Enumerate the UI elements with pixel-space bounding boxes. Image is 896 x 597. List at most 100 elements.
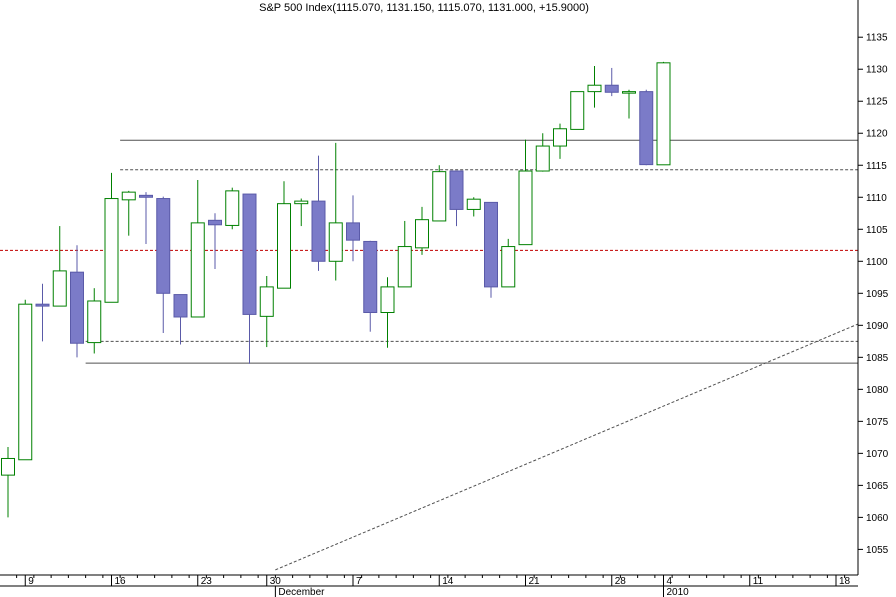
candle-body <box>328 222 343 262</box>
candle-body <box>52 270 67 307</box>
candle-11 <box>190 179 205 318</box>
candle-32 <box>553 123 567 159</box>
y-tick-label: 1100 <box>866 257 888 268</box>
y-tick-label: 1080 <box>866 385 889 396</box>
candle-1 <box>18 299 33 461</box>
candle-8 <box>139 192 153 245</box>
candle-body <box>173 294 188 318</box>
candle-body <box>501 246 516 288</box>
y-tick-label: 1110 <box>866 193 887 204</box>
candle-body <box>346 222 360 241</box>
candle-9 <box>156 196 171 333</box>
candle-body <box>553 128 567 147</box>
y-tick-label: 1090 <box>866 321 889 332</box>
candle-38 <box>656 61 671 166</box>
y-tick-label: 1125 <box>866 97 888 108</box>
y-tick-label: 1060 <box>866 513 889 524</box>
candle-body <box>104 198 119 303</box>
candle-10 <box>173 294 188 345</box>
candle-12 <box>208 213 222 269</box>
candle-4 <box>70 245 84 358</box>
candle-body <box>363 240 378 314</box>
candle-body <box>535 145 550 172</box>
candle-0 <box>1 446 15 518</box>
x-tick-label: 7 <box>356 576 362 587</box>
candle-body <box>156 198 171 294</box>
candle-body <box>639 91 654 166</box>
y-axis: 1055 1060 1065 1070 1075 1080 1085 1090 1095 1100… <box>857 0 889 575</box>
y-tick-label: 1085 <box>866 353 889 364</box>
candle-body <box>259 286 274 317</box>
candle-body <box>415 219 429 249</box>
x-tick-label: 21 <box>529 576 541 587</box>
candle-16 <box>277 181 291 289</box>
candle-25 <box>432 165 447 222</box>
candle-19 <box>328 142 343 281</box>
candle-body <box>190 222 205 318</box>
candle-5 <box>87 288 102 354</box>
candle-27 <box>466 197 481 217</box>
candle-body <box>242 193 257 315</box>
candle-body <box>432 171 447 222</box>
candle-15 <box>259 276 274 348</box>
chart-title: S&P 500 Index(1115.070, 1131.150, 1115.0… <box>259 2 589 14</box>
candle-33 <box>570 91 585 130</box>
candle-body <box>277 203 291 289</box>
x-tick-label: 9 <box>28 576 34 587</box>
candle-13 <box>225 187 240 230</box>
candle-body <box>622 91 636 94</box>
y-tick-label: 1105 <box>866 225 888 236</box>
y-tick-label: 1070 <box>866 449 889 460</box>
candle-30 <box>518 139 533 246</box>
candle-body <box>225 190 240 226</box>
candle-body <box>294 200 309 205</box>
candles <box>1 61 671 518</box>
candle-18 <box>311 155 326 271</box>
y-tick-label: 1130 <box>866 65 888 76</box>
candle-28 <box>484 201 498 298</box>
candle-29 <box>501 238 516 288</box>
y-tick-label: 1135 <box>866 33 888 44</box>
y-tick-label: 1120 <box>866 129 888 140</box>
candle-36 <box>622 89 636 119</box>
candle-body <box>1 457 15 476</box>
candle-body <box>587 84 602 93</box>
x-tick-label: 28 <box>615 576 627 587</box>
x-tick-label: 14 <box>442 576 454 587</box>
candle-body <box>87 300 102 344</box>
candle-body <box>208 219 222 226</box>
candle-3 <box>52 226 67 307</box>
candle-37 <box>639 89 654 166</box>
candle-body <box>397 246 412 288</box>
candle-body <box>311 200 326 262</box>
candle-31 <box>535 133 550 172</box>
candle-body <box>518 170 533 246</box>
candle-23 <box>397 220 412 288</box>
candle-26 <box>449 170 464 227</box>
candle-body <box>139 194 153 198</box>
candle-body <box>604 84 619 93</box>
x-month-label: 2010 <box>667 587 690 597</box>
x-tick-label: 4 <box>667 576 673 587</box>
candle-22 <box>380 277 395 348</box>
y-tick-label: 1065 <box>866 481 889 492</box>
candle-14 <box>242 193 257 364</box>
candle-34 <box>587 66 602 108</box>
candle-body <box>35 303 50 307</box>
candle-17 <box>294 198 309 227</box>
y-tick-label: 1115 <box>866 161 887 172</box>
candle-body <box>70 271 84 344</box>
x-tick-label: 18 <box>839 576 851 587</box>
x-tick-label: 16 <box>115 576 127 587</box>
candle-body <box>484 201 498 288</box>
reference-lines <box>0 139 859 571</box>
y-tick-label: 1055 <box>866 545 889 556</box>
x-axis: 9 16 23 30 7 14 21 28 4 11 18 December 2010 <box>0 574 858 597</box>
candle-35 <box>604 67 619 97</box>
candle-body <box>570 91 585 130</box>
candle-body <box>449 170 464 210</box>
x-tick-label: 23 <box>201 576 213 587</box>
y-tick-label: 1095 <box>866 289 889 300</box>
candle-body <box>121 191 136 201</box>
